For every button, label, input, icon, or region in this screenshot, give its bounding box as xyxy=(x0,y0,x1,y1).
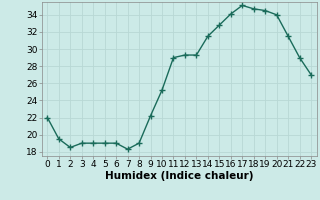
X-axis label: Humidex (Indice chaleur): Humidex (Indice chaleur) xyxy=(105,171,253,181)
